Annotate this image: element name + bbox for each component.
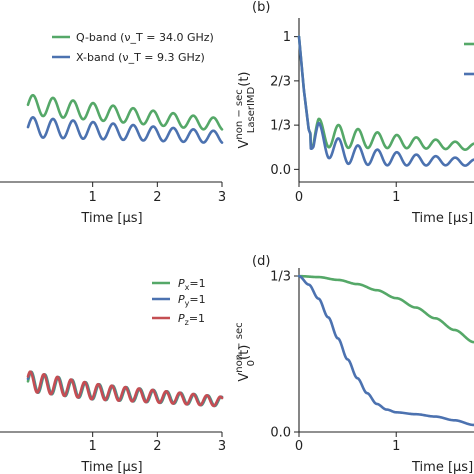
panel-b-series [297, 35, 474, 167]
panel-d-y-tick-label-1: 1/3 [270, 270, 291, 285]
panel-c-x-tick-label-0: 1 [89, 439, 97, 454]
panel-d-y-axis-label: Vnon − sec0(t) [234, 322, 257, 381]
panel-b-y-tick-label-3: 1 [283, 30, 291, 45]
panel-b-y-tick-label-2: 2/3 [270, 74, 291, 89]
panel-d-y-tick-label-0: 0.0 [270, 426, 291, 441]
panel-b-y-axis-label: Vnon − secLaserIMD(t) [234, 72, 257, 149]
panel-c-x-tick-label-2: 3 [218, 439, 226, 454]
panel-a-line-q-band [26, 93, 224, 131]
panel-d-label: (d) [252, 254, 270, 269]
panel-d-ylabel-sup: non − sec [234, 322, 245, 372]
panel-c-x-ticks: 1 2 3 [89, 432, 226, 454]
panel-a-series [26, 93, 224, 144]
svg-text:Vnon − secLaserIMD(t): Vnon − secLaserIMD(t) [234, 72, 257, 149]
legend-label-pz: Pz=1 [178, 312, 205, 327]
panel-d-y-ticks: 0.0 1/3 [270, 270, 299, 441]
panel-b-ylabel-sup: non − sec [234, 89, 245, 139]
panel-c: 1 2 3 Time [μs] Px=1 Py=1 Pz=1 [0, 277, 226, 474]
panel-b-line-blue [297, 35, 474, 167]
panel-b-x-tick-label-1: 1 [392, 190, 400, 205]
panel-b-y-tick-label-1: 1/3 [270, 119, 291, 134]
panel-b-line-green [297, 35, 474, 151]
panel-d-line-blue [297, 274, 474, 427]
panel-a-line-x-band [26, 116, 224, 144]
panel-a: 1 2 3 Time [μs] Q-band (ν_T = 34.0 GHz) X-… [0, 31, 226, 226]
panel-d-x-tick-label-0: 0 [295, 439, 303, 454]
panel-c-x-tick-label-1: 2 [153, 439, 161, 454]
legend-label-x-band: X-band (ν_T = 9.3 GHz) [76, 51, 205, 64]
panel-d-ylabel-main: V [237, 373, 252, 382]
panel-d-x-tick-label-1: 1 [392, 439, 400, 454]
legend-label-py: Py=1 [178, 293, 206, 308]
panel-a-x-axis-label: Time [μs] [80, 211, 142, 226]
panel-d-ylabel-arg: (t) [237, 345, 252, 360]
panel-b-ylabel-arg: (t) [237, 72, 252, 87]
panel-c-legend: Px=1 Py=1 Pz=1 [152, 277, 206, 327]
panel-b-y-tick-label-0: 0.0 [270, 163, 291, 178]
panel-d-ylabel-sub: 0 [246, 360, 257, 366]
legend-label-px: Px=1 [178, 277, 206, 292]
panel-b-y-ticks: 0.0 1/3 2/3 1 [270, 30, 299, 178]
panel-c-series [26, 370, 224, 408]
panel-a-x-tick-label-0: 1 [89, 190, 97, 205]
panel-a-x-ticks: 1 2 3 [89, 182, 226, 205]
panel-c-line-pz [26, 370, 224, 408]
legend-label-q-band: Q-band (ν_T = 34.0 GHz) [76, 31, 214, 44]
panel-b-x-tick-label-0: 0 [295, 190, 303, 205]
panel-b-label: (b) [252, 0, 270, 15]
panel-a-legend: Q-band (ν_T = 34.0 GHz) X-band (ν_T = 9.… [52, 31, 214, 64]
panel-d-line-green [297, 274, 474, 344]
panel-a-x-tick-label-2: 3 [218, 190, 226, 205]
panel-d-series [297, 274, 474, 427]
panel-b-x-axis-label: Time [μs] [411, 211, 473, 226]
panel-b-ylabel-main: V [237, 140, 252, 149]
panel-a-x-tick-label-1: 2 [153, 190, 161, 205]
svg-text:Vnon − sec0(t): Vnon − sec0(t) [234, 322, 257, 381]
panel-c-x-axis-label: Time [μs] [80, 460, 142, 474]
panel-b-ylabel-sub: LaserIMD [246, 86, 257, 133]
panel-d-x-axis-label: Time [μs] [411, 460, 473, 474]
